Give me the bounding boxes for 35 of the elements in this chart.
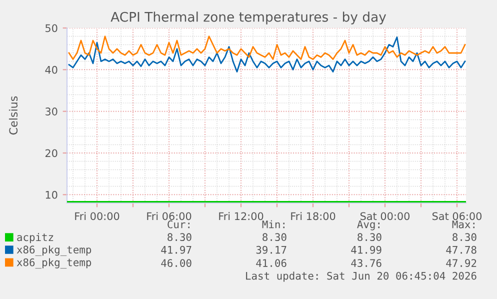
y-axis-title: Celsius (8, 96, 18, 135)
text: Cur: (168, 220, 190, 228)
text: 41.97 (161, 246, 192, 254)
x-tick-label: Sat 00:00 (360, 212, 410, 220)
text: Avg: (357, 220, 380, 230)
text: 47.92 (446, 259, 476, 267)
x-tick-label: Fri 00:00 (75, 212, 120, 220)
text: 39.17 (256, 246, 286, 254)
line-series (68, 36, 466, 72)
text: 8.30 (262, 233, 286, 242)
x-tick-label: Sat 06:00 (432, 212, 482, 220)
y-tick-label: 30 (46, 108, 58, 116)
chart-title: ACPI Thermal zone temperatures - by day (110, 12, 386, 24)
legend-label: acpitz (17, 233, 54, 244)
legend-label: x86_pkg_temp (16, 258, 92, 269)
text: 47.78 (446, 246, 476, 254)
y-tick-label: 10 (46, 190, 58, 199)
legend-label: x86_pkg_temp (16, 245, 92, 256)
text: 8.30 (168, 233, 192, 242)
text: 43.76 (351, 259, 382, 267)
text: Min: (262, 220, 284, 228)
y-tick-label: 20 (45, 149, 58, 158)
text: Max: (452, 220, 474, 228)
y-tick-label: 50 (46, 24, 58, 32)
text: 41.06 (256, 259, 286, 267)
x-tick-label: Fri 18:00 (291, 212, 336, 220)
text: Last update: Sat Jun 20 06:45:04 2026 (246, 272, 476, 282)
text: 41.99 (351, 246, 382, 254)
y-tick-label: 40 (45, 66, 58, 74)
x-tick-label: Fri 06:00 (147, 212, 192, 220)
line-series (68, 36, 466, 60)
text: 46.00 (161, 259, 192, 267)
x-tick-label: Fri 12:00 (219, 212, 264, 220)
text: 8.30 (358, 233, 382, 242)
text: 8.30 (452, 233, 476, 242)
